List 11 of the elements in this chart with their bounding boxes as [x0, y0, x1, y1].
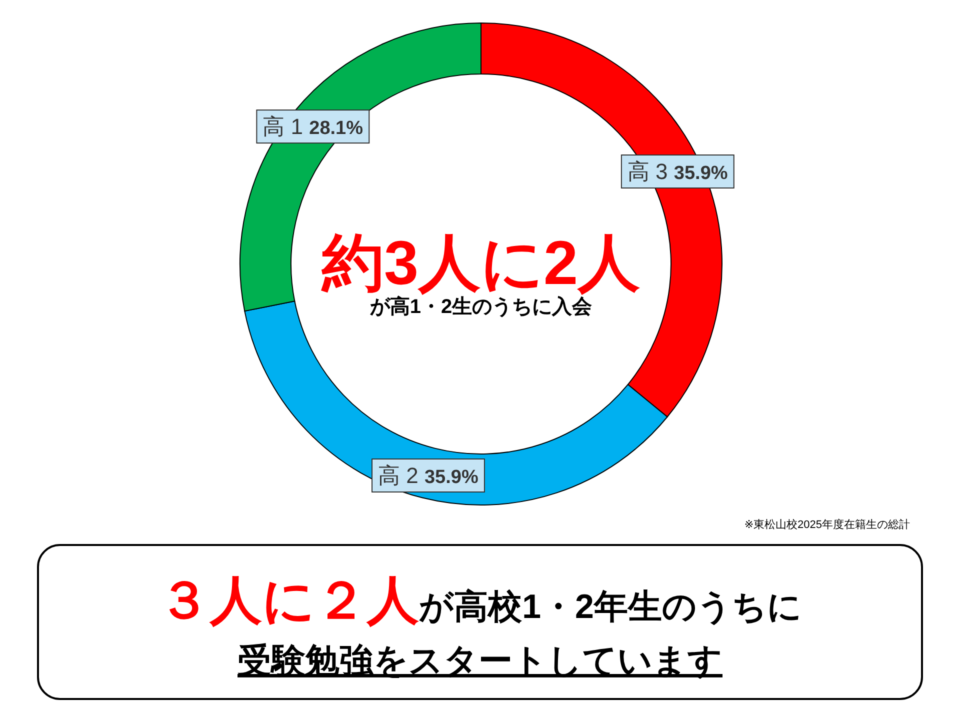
data-label: 35.9% — [674, 162, 728, 184]
slice-label: 高 3 — [627, 158, 674, 184]
text: ※東松山校2025年度在籍生の総計 — [744, 518, 910, 531]
slice-label: 高 2 — [378, 462, 424, 488]
text: が高1・2生のうちに入会 — [368, 295, 594, 318]
text: ３人に２人 — [158, 572, 420, 630]
text: 受験勉強をスタートしています — [238, 642, 722, 680]
text: が高校1・2年生のうちに — [419, 588, 802, 626]
data-label: 35.9% — [424, 466, 478, 488]
data-label: 28.1% — [309, 118, 364, 140]
slice-label: 高 1 — [262, 114, 310, 140]
